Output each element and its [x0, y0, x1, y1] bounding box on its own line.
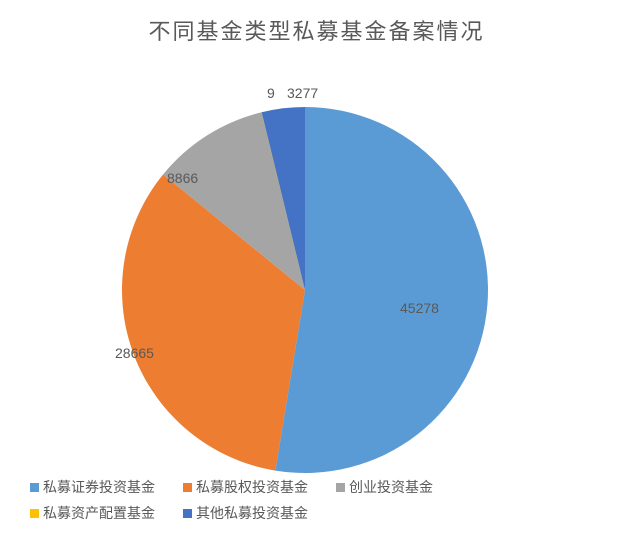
data-label: 45278 [400, 300, 439, 316]
legend-label: 其他私募投资基金 [196, 503, 308, 523]
legend-swatch [30, 483, 39, 492]
legend-item: 私募资产配置基金 [30, 503, 155, 523]
legend-swatch [30, 509, 39, 518]
legend-swatch [336, 483, 345, 492]
legend-swatch [183, 483, 192, 492]
legend: 私募证券投资基金 私募股权投资基金 创业投资基金私募资产配置基金 其他私募投资基金 [30, 477, 433, 523]
pie-area: 45278 28665 8866 9 3277 [0, 55, 633, 475]
legend-swatch [183, 509, 192, 518]
legend-item: 私募股权投资基金 [183, 477, 308, 497]
data-label: 28665 [115, 345, 154, 361]
chart-title: 不同基金类型私募基金备案情况 [0, 14, 633, 46]
pie-chart-svg [0, 55, 633, 475]
data-label: 8866 [167, 170, 198, 186]
chart-container: 不同基金类型私募基金备案情况 45278 28665 8866 9 3277 私募证券投… [0, 0, 633, 539]
legend-label: 创业投资基金 [349, 477, 433, 497]
legend-item: 创业投资基金 [336, 477, 433, 497]
legend-label: 私募股权投资基金 [196, 477, 308, 497]
data-label: 9 [267, 85, 275, 101]
data-label: 3277 [287, 85, 318, 101]
legend-label: 私募资产配置基金 [43, 503, 155, 523]
pie-slice [275, 107, 488, 473]
legend-row: 私募证券投资基金 私募股权投资基金 创业投资基金 [30, 477, 433, 497]
legend-label: 私募证券投资基金 [43, 477, 155, 497]
legend-item: 其他私募投资基金 [183, 503, 308, 523]
legend-item: 私募证券投资基金 [30, 477, 155, 497]
legend-row: 私募资产配置基金 其他私募投资基金 [30, 503, 433, 523]
